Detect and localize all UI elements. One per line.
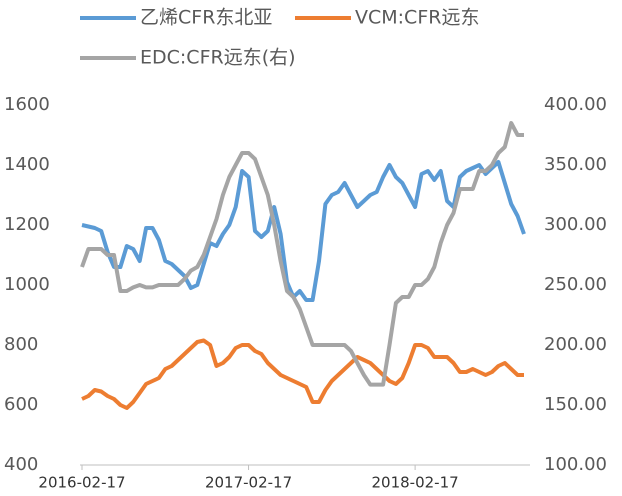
y2-tick-label: 100.00 — [544, 454, 607, 475]
y2-tick-label: 200.00 — [544, 334, 607, 355]
x-tick-label: 2018-02-17 — [372, 474, 459, 492]
series-line — [81, 338, 524, 410]
y-tick-label: 600 — [4, 394, 38, 415]
legend-label: 乙烯CFR东北亚 — [140, 7, 272, 29]
y-tick-label: 1600 — [4, 94, 50, 115]
x-tick-label: 2016-02-17 — [38, 474, 125, 492]
y-tick-label: 1000 — [4, 274, 50, 295]
series-line — [81, 160, 526, 302]
y2-tick-label: 250.00 — [544, 274, 607, 295]
y2-tick-label: 350.00 — [544, 154, 607, 175]
legend-label: EDC:CFR远东(右) — [140, 47, 296, 69]
y2-tick-label: 300.00 — [544, 214, 607, 235]
series-line — [80, 121, 524, 387]
y-tick-label: 800 — [4, 334, 38, 355]
x-tick-label: 2017-02-17 — [205, 474, 292, 492]
legend-label: VCM:CFR远东 — [355, 7, 479, 29]
y-tick-label: 1400 — [4, 154, 50, 175]
y2-tick-label: 150.00 — [544, 394, 607, 415]
y-tick-label: 400 — [4, 454, 38, 475]
y2-tick-label: 400.00 — [544, 94, 607, 115]
y-tick-label: 1200 — [4, 214, 50, 235]
